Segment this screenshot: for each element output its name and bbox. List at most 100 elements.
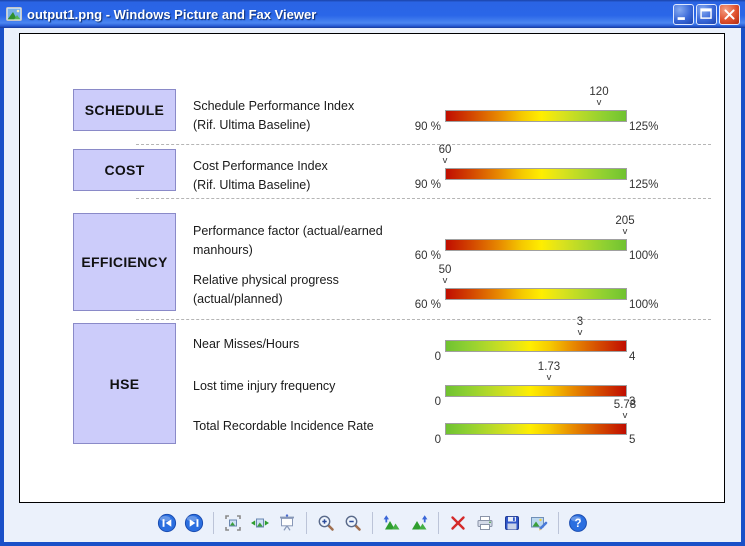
gauge-max-label: 4 bbox=[629, 351, 636, 363]
category-label: HSE bbox=[109, 375, 140, 392]
metric-label: Performance factor (actual/earned manhou… bbox=[193, 224, 383, 257]
actual-size-icon bbox=[251, 518, 269, 528]
gauge-max-label: 125% bbox=[629, 121, 659, 133]
section-divider bbox=[136, 319, 711, 320]
gauge-value: 3 bbox=[576, 316, 584, 328]
metric-label: Lost time injury frequency bbox=[193, 379, 336, 393]
gauge-marker: 3 v bbox=[577, 316, 583, 337]
maximize-button[interactable] bbox=[696, 4, 717, 25]
category-box-schedule: SCHEDULE bbox=[73, 89, 176, 131]
gauge-min-label: 0 bbox=[434, 351, 441, 363]
start-slideshow-button[interactable] bbox=[275, 511, 299, 535]
metric-label: Schedule Performance Index (Rif. Ultima … bbox=[193, 99, 355, 132]
gauge-min-label: 0 bbox=[434, 396, 441, 408]
rotate-clockwise-icon bbox=[383, 515, 400, 530]
print-button[interactable] bbox=[473, 511, 497, 535]
gauge-bar bbox=[445, 110, 627, 122]
minimize-icon bbox=[677, 17, 685, 20]
metric-label: Near Misses/Hours bbox=[193, 337, 300, 351]
rotate-clockwise-button[interactable] bbox=[380, 511, 404, 535]
rotate-counterclockwise-icon bbox=[412, 515, 428, 530]
previous-image-icon bbox=[157, 513, 177, 533]
category-box-cost: COST bbox=[73, 149, 176, 191]
gauge-bar bbox=[445, 239, 627, 251]
metric-label: Cost Performance Index (Rif. Ultima Base… bbox=[193, 159, 328, 192]
help-icon: ? bbox=[569, 514, 587, 532]
category-label: EFFICIENCY bbox=[81, 254, 168, 270]
save-icon bbox=[505, 516, 519, 530]
zoom-in-button[interactable] bbox=[314, 511, 338, 535]
svg-text:?: ? bbox=[574, 518, 581, 530]
delete-button[interactable] bbox=[446, 511, 470, 535]
gauge-value: 5.78 bbox=[613, 399, 637, 411]
gauge-min-label: 90 % bbox=[414, 121, 441, 133]
print-icon bbox=[477, 516, 493, 530]
gauge-marker: 205 v bbox=[615, 215, 634, 236]
gauge-value: 205 bbox=[615, 215, 635, 227]
marker-arrow-icon: v bbox=[622, 226, 628, 237]
gauge-spi: 120 v 90 % 125% bbox=[415, 86, 659, 133]
gauge-relative-progress: 50 v 60 % 100% bbox=[415, 264, 659, 311]
maximize-icon bbox=[700, 8, 712, 19]
gauge-max-label: 100% bbox=[629, 250, 659, 262]
rotate-counterclockwise-button[interactable] bbox=[407, 511, 431, 535]
close-button[interactable] bbox=[719, 4, 740, 25]
marker-arrow-icon: v bbox=[622, 410, 628, 421]
gauge-min-label: 60 % bbox=[414, 250, 441, 262]
metric-label: Total Recordable Incidence Rate bbox=[193, 419, 374, 433]
marker-arrow-icon: v bbox=[442, 155, 448, 166]
gauge-total-recordable: 5.78 v 0 5 bbox=[435, 399, 637, 446]
gauge-near-misses: 3 v 0 4 bbox=[435, 316, 636, 363]
edit-icon bbox=[531, 517, 548, 531]
save-button[interactable] bbox=[500, 511, 524, 535]
edit-button[interactable] bbox=[527, 511, 551, 535]
gauge-max-label: 125% bbox=[629, 179, 659, 191]
gauge-min-label: 0 bbox=[434, 434, 441, 446]
window-controls bbox=[673, 4, 740, 25]
section-divider bbox=[136, 198, 711, 199]
window-title: output1.png - Windows Picture and Fax Vi… bbox=[27, 6, 317, 22]
best-fit-icon bbox=[225, 515, 241, 531]
marker-arrow-icon: v bbox=[546, 372, 552, 383]
next-image-icon bbox=[184, 513, 204, 533]
zoom-out-button[interactable] bbox=[341, 511, 365, 535]
marker-arrow-icon: v bbox=[577, 327, 583, 338]
category-box-efficiency: EFFICIENCY bbox=[73, 213, 176, 311]
gauge-marker: 120 v bbox=[589, 86, 608, 107]
gauge-bar bbox=[445, 423, 627, 435]
gauge-marker: 5.78 v bbox=[614, 399, 636, 420]
best-fit-button[interactable] bbox=[221, 511, 245, 535]
toolbar-separator bbox=[213, 512, 214, 534]
start-slideshow-icon bbox=[280, 514, 294, 531]
toolbar-separator bbox=[306, 512, 307, 534]
toolbar-separator bbox=[372, 512, 373, 534]
minimize-button[interactable] bbox=[673, 4, 694, 25]
picture-viewer-icon bbox=[6, 7, 22, 21]
gauge-value: 120 bbox=[589, 86, 609, 98]
next-image-button[interactable] bbox=[182, 511, 206, 535]
delete-icon bbox=[451, 516, 465, 530]
gauge-bar bbox=[445, 385, 627, 397]
gauge-value: 60 bbox=[438, 144, 452, 156]
category-label: SCHEDULE bbox=[84, 102, 165, 118]
previous-image-button[interactable] bbox=[155, 511, 179, 535]
category-label: COST bbox=[104, 162, 145, 178]
zoom-in-icon bbox=[318, 515, 334, 531]
metric-label: Relative physical progress (actual/plann… bbox=[193, 273, 339, 306]
gauge-value: 50 bbox=[438, 264, 452, 276]
help-button[interactable]: ? bbox=[566, 511, 590, 535]
toolbar-separator bbox=[438, 512, 439, 534]
toolbar-separator bbox=[558, 512, 559, 534]
gauge-max-label: 3 bbox=[629, 396, 636, 408]
viewer-content-area: SCHEDULE COST EFFICIENCY HSE Schedule Pe… bbox=[4, 28, 741, 542]
gauge-bar bbox=[445, 288, 627, 300]
category-box-hse: HSE bbox=[73, 323, 176, 444]
gauge-cpi: 60 v 90 % 125% bbox=[415, 144, 659, 191]
section-divider bbox=[136, 144, 711, 145]
zoom-out-icon bbox=[345, 515, 361, 531]
displayed-image: SCHEDULE COST EFFICIENCY HSE Schedule Pe… bbox=[19, 33, 725, 503]
gauge-performance-factor: 205 v 60 % 100% bbox=[415, 215, 659, 262]
marker-arrow-icon: v bbox=[442, 275, 448, 286]
actual-size-button[interactable] bbox=[248, 511, 272, 535]
